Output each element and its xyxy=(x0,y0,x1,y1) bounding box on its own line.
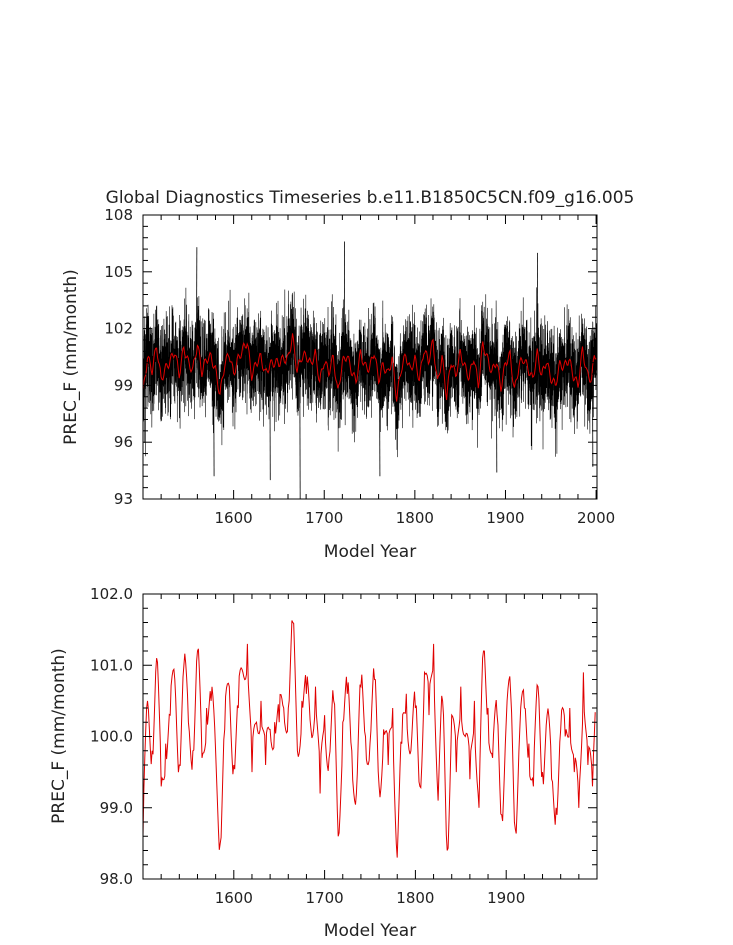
x-tick-label: 1700 xyxy=(305,509,343,527)
x-tick-label: 1600 xyxy=(215,889,253,907)
x-tick-label: 1900 xyxy=(487,889,525,907)
x-axis-label: Model Year xyxy=(324,542,416,562)
x-tick-label: 1800 xyxy=(396,509,434,527)
x-axis-label: Model Year xyxy=(324,921,416,941)
y-tick-label: 100.0 xyxy=(90,728,133,746)
x-tick-label: 1800 xyxy=(396,889,434,907)
x-tick-label: 1700 xyxy=(306,889,344,907)
y-tick-label: 102.0 xyxy=(90,585,133,603)
x-tick-label: 2000 xyxy=(577,509,615,527)
y-tick-label: 105 xyxy=(104,263,133,281)
x-tick-label: 1900 xyxy=(486,509,524,527)
y-tick-label: 93 xyxy=(114,490,133,508)
x-tick-label: 1600 xyxy=(215,509,253,527)
annual-timeseries-panel: 1600 1700 1800 190098.099.0100.0101.0102.0 … xyxy=(49,585,598,941)
annual-series-line xyxy=(143,620,596,858)
y-axis-label: PREC_F (mm/month) xyxy=(49,648,69,824)
y-tick-label: 108 xyxy=(104,206,133,224)
y-tick-label: 96 xyxy=(114,433,133,451)
monthly-timeseries-panel: 1600 1700 1800 1900 2000 93 96 99 102 105 108 Mode… xyxy=(61,206,615,562)
annual-overlay-line xyxy=(143,333,597,402)
y-tick-label: 99.0 xyxy=(100,799,133,817)
chart-title: Global Diagnostics Timeseries b.e11.B185… xyxy=(106,188,635,208)
y-tick-label: 101.0 xyxy=(90,656,133,674)
y-tick-label: 98.0 xyxy=(100,870,133,888)
plot-frame xyxy=(142,214,598,500)
y-tick-label: 99 xyxy=(114,376,133,394)
y-tick-label: 102 xyxy=(104,320,133,338)
y-axis-label: PREC_F (mm/month) xyxy=(61,269,81,445)
